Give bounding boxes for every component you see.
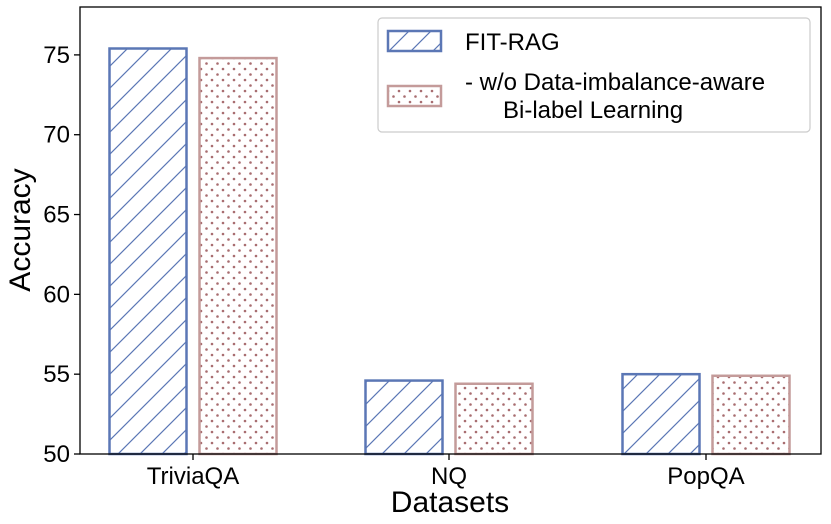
x-axis-label: Datasets xyxy=(391,486,509,519)
plot-frame xyxy=(79,6,822,455)
legend-swatch-series-1 xyxy=(386,29,443,53)
y-axis-ticks: 50 55 60 65 70 75 xyxy=(43,42,80,468)
legend-swatch-series-2 xyxy=(386,84,443,108)
legend-label-series-2-line-2: Bi-label Learning xyxy=(503,97,683,124)
bars-group xyxy=(108,47,791,456)
legend: FIT-RAG - w/o Data-imbalance-aware Bi-la… xyxy=(377,17,811,133)
y-tick-label: 70 xyxy=(43,122,70,149)
y-tick-label: 75 xyxy=(43,42,70,69)
bar-popqa-series-2 xyxy=(711,374,791,456)
y-tick-label: 55 xyxy=(43,361,70,388)
bar-popqa-series-1 xyxy=(621,372,701,456)
legend-label-series-1: FIT-RAG xyxy=(465,29,560,56)
y-tick-label: 50 xyxy=(43,441,70,468)
y-axis-label: Accuracy xyxy=(4,168,37,291)
legend-box xyxy=(377,17,811,133)
bar-triviaqa-series-1 xyxy=(108,47,188,456)
x-tick-label: PopQA xyxy=(667,463,744,490)
y-tick-label: 60 xyxy=(43,281,70,308)
x-tick-label: NQ xyxy=(431,463,467,490)
y-tick-label: 65 xyxy=(43,202,70,229)
bar-nq-series-1 xyxy=(364,379,444,456)
x-tick-label: TriviaQA xyxy=(147,463,239,490)
bar-triviaqa-series-2 xyxy=(198,56,278,456)
bar-nq-series-2 xyxy=(454,382,534,456)
x-axis-ticks: TriviaQA NQ PopQA xyxy=(147,454,745,490)
legend-label-series-2-line-1: - w/o Data-imbalance-aware xyxy=(465,69,765,96)
